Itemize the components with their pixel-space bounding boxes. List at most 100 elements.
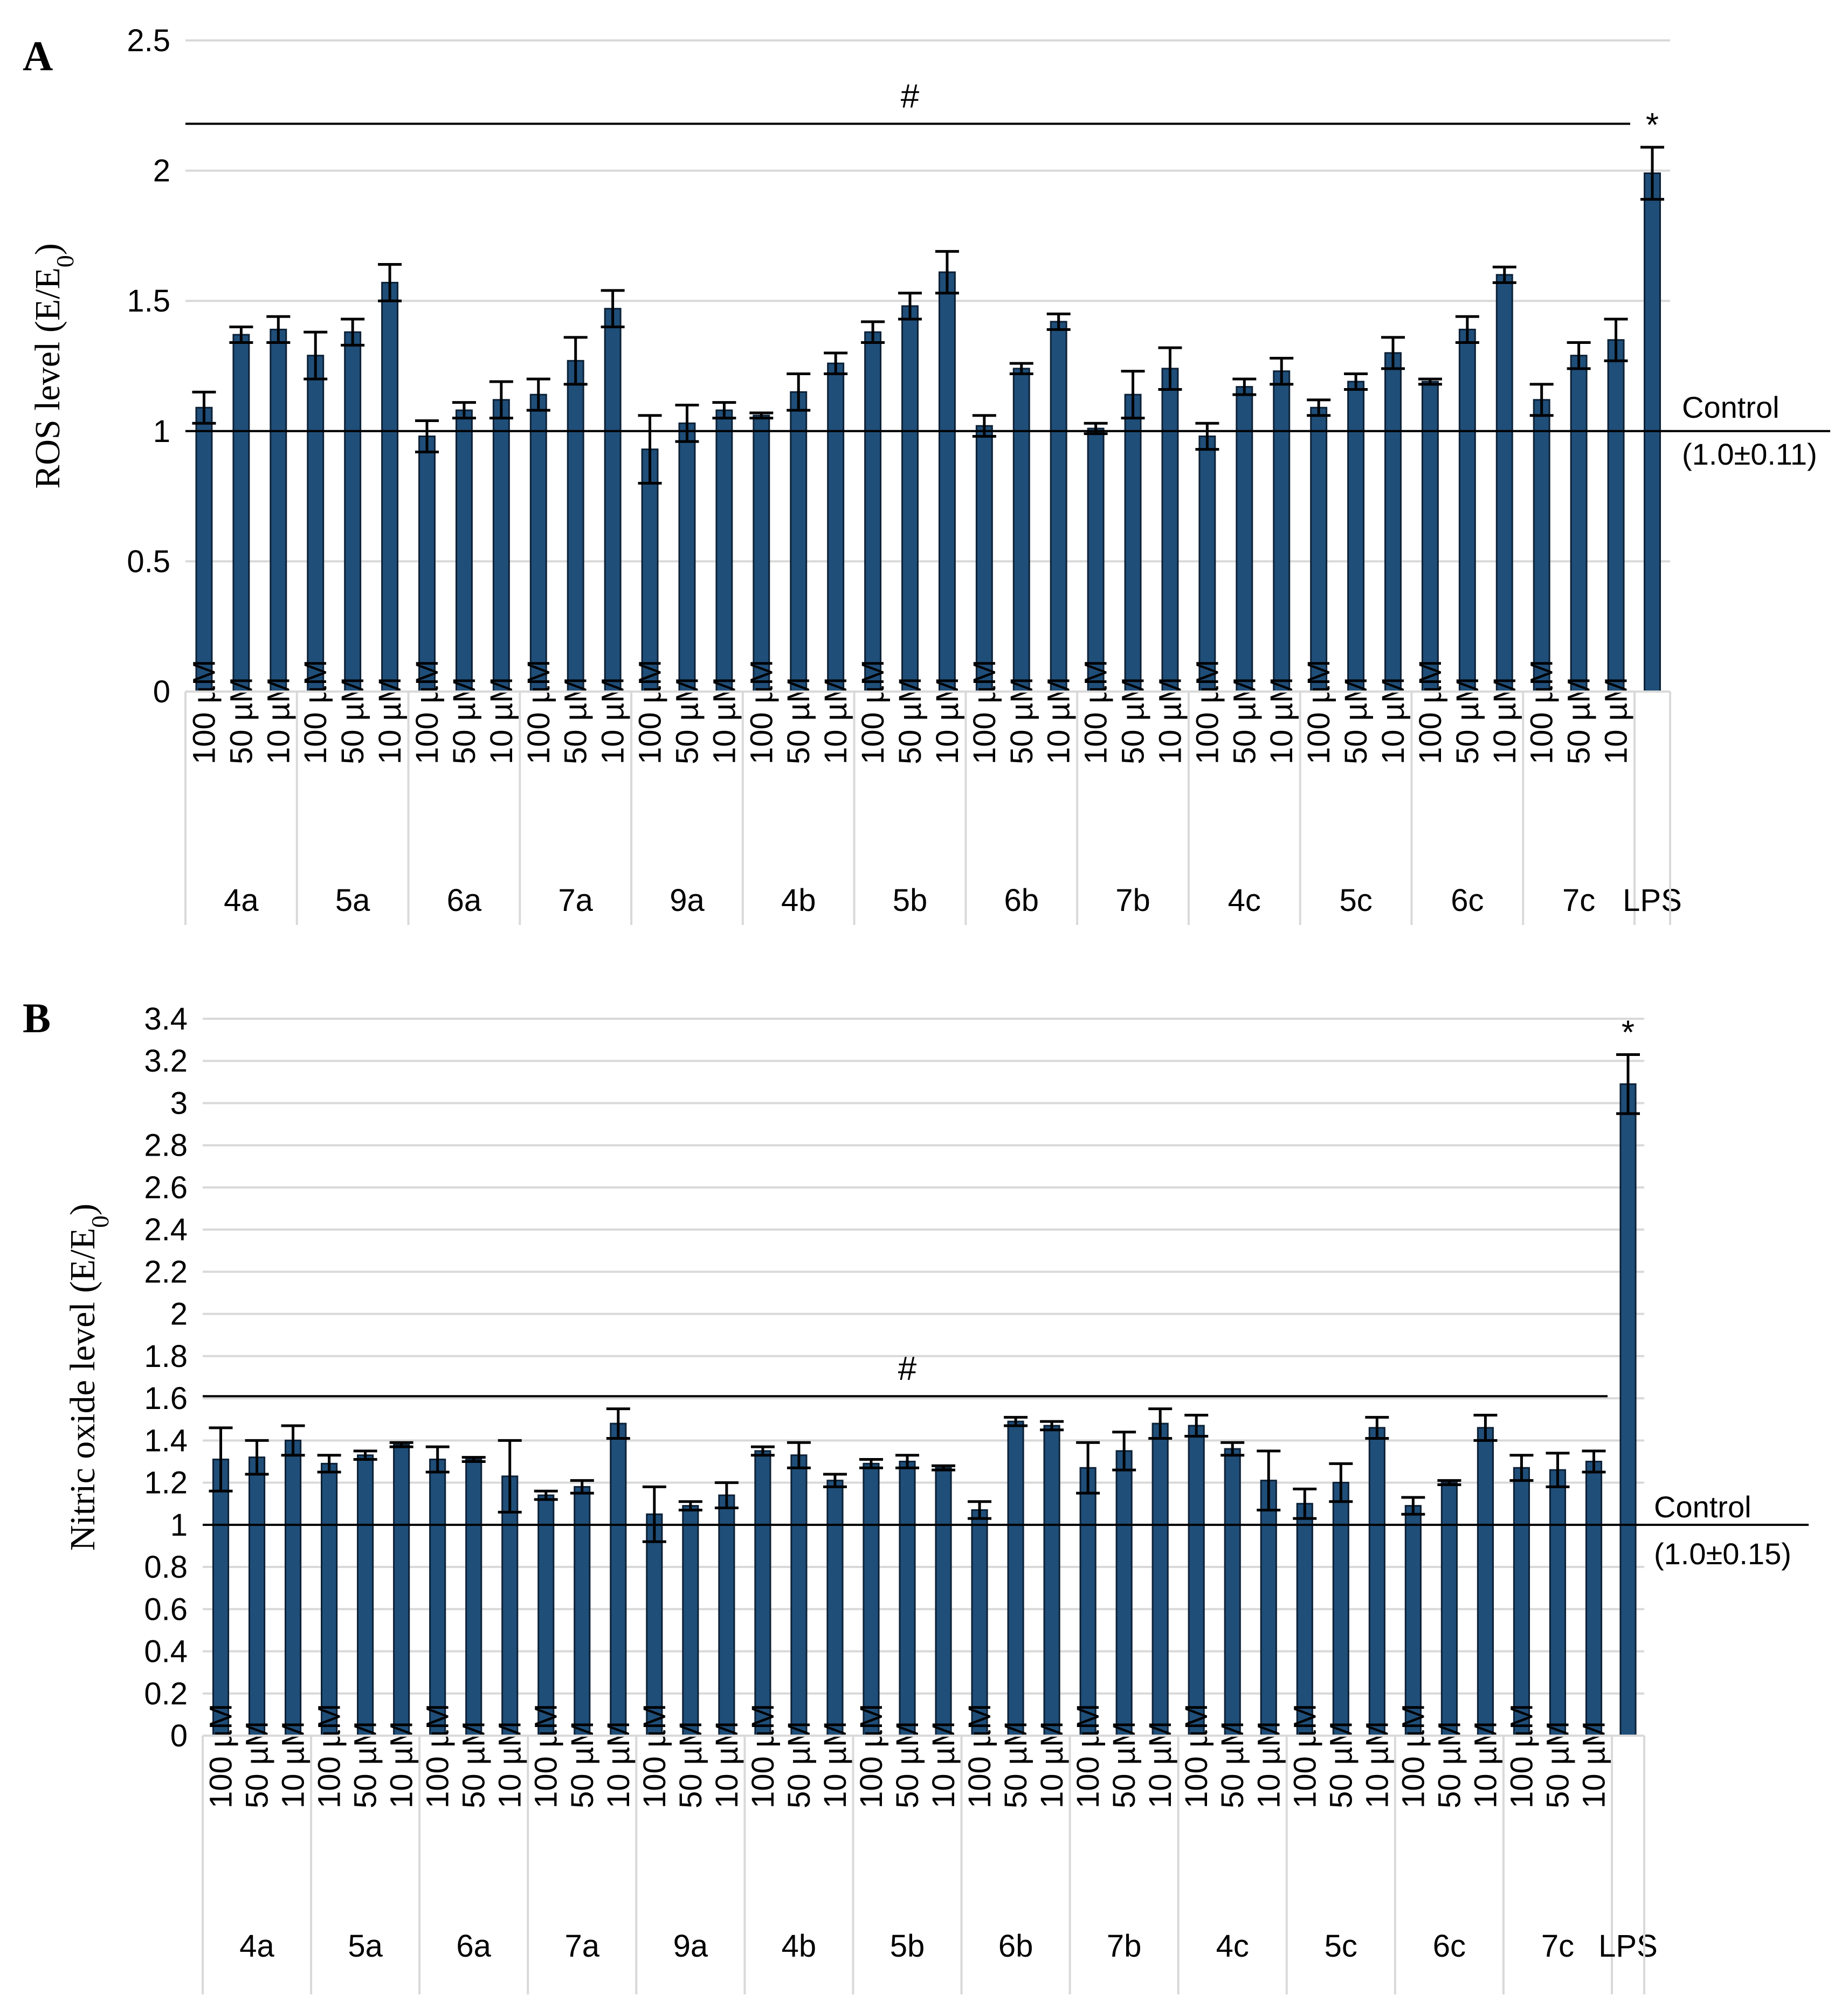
bar — [682, 1505, 699, 1737]
y-axis-label: Nitric oxide level (E/E0) — [63, 1204, 114, 1551]
group-label: 6c — [1433, 1929, 1466, 1964]
concentration-label: 10 µM — [1576, 1721, 1611, 1808]
concentration-label: 50 µM — [893, 677, 928, 764]
bar — [1012, 368, 1030, 693]
concentration-label: 10 µM — [1360, 1721, 1395, 1808]
bar — [574, 1486, 591, 1737]
bar — [1332, 1482, 1349, 1737]
hash-mark: # — [901, 78, 920, 115]
bar — [307, 355, 325, 693]
concentration-label: 100 µM — [1179, 1703, 1214, 1808]
concentration-label: 100 µM — [529, 1703, 564, 1808]
concentration-label: 100 µM — [1071, 1703, 1106, 1808]
bar — [753, 415, 770, 693]
bar — [418, 435, 436, 693]
concentration-label: 10 µM — [1143, 1721, 1178, 1808]
bar — [899, 1460, 916, 1737]
bar — [718, 1494, 735, 1737]
group-label: 9a — [670, 883, 705, 918]
bar — [1570, 355, 1588, 693]
bar — [455, 409, 473, 693]
concentration-label: 10 µM — [1468, 1721, 1503, 1808]
bar — [790, 391, 808, 693]
y-tick-label: 2 — [153, 154, 170, 189]
bar — [270, 328, 287, 693]
bar — [248, 1456, 266, 1737]
bar — [1260, 1480, 1277, 1737]
control-value: (1.0±0.11) — [1682, 437, 1817, 471]
bar — [393, 1444, 410, 1737]
concentration-label: 100 µM — [637, 1703, 672, 1808]
concentration-label: 10 µM — [1153, 677, 1188, 764]
bar — [754, 1450, 771, 1737]
bar — [610, 1422, 627, 1737]
bar — [1050, 321, 1067, 693]
concentration-label: 50 µM — [890, 1721, 925, 1808]
y-tick-label: 3.2 — [144, 1044, 188, 1079]
y-axis-label-text: Nitric oxide level (E/E — [63, 1228, 102, 1551]
concentration-label: 100 µM — [1525, 659, 1560, 764]
concentration-label: 100 µM — [967, 659, 1002, 764]
bar — [1368, 1427, 1385, 1737]
bar — [975, 425, 993, 693]
group-label: 6a — [447, 883, 482, 918]
concentration-label: 50 µM — [1323, 1721, 1359, 1808]
concentration-label: 10 µM — [1251, 1721, 1286, 1808]
bar — [1087, 427, 1105, 693]
concentration-label: 100 µM — [854, 1703, 889, 1808]
concentration-label: 100 µM — [298, 659, 333, 764]
bar — [1043, 1425, 1060, 1737]
group-label: 7a — [565, 1929, 600, 1964]
y-tick-label: 2 — [170, 1297, 188, 1332]
concentration-label: 50 µM — [670, 677, 705, 764]
bar — [1079, 1467, 1097, 1737]
bar — [429, 1459, 446, 1737]
y-axis-label-subscript: 0 — [51, 255, 79, 267]
concentration-label: 50 µM — [1215, 1721, 1250, 1808]
y-tick-label: 2.6 — [144, 1170, 188, 1205]
group-label: 4a — [224, 883, 259, 918]
bar — [1198, 435, 1216, 693]
chart-panel-b: 0 0.2 0.4 0.6 0.8 1 1.2 1.4 1.6 1.8 2 2.2 2.4 2.6 2.8 3… — [23, 994, 1809, 1994]
concentration-label: 10 µM — [1599, 677, 1634, 764]
bar — [1224, 1448, 1241, 1737]
bar — [1458, 328, 1476, 693]
bar — [1477, 1427, 1494, 1737]
y-tick-label: 3 — [170, 1086, 188, 1121]
concentration-label: 50 µM — [1432, 1721, 1467, 1808]
bar — [492, 399, 510, 693]
concentration-label: 50 µM — [1540, 1721, 1575, 1808]
bar — [1161, 368, 1179, 693]
bar — [1585, 1460, 1603, 1737]
bar — [1296, 1503, 1313, 1737]
concentration-label: 100 µM — [1287, 1703, 1322, 1808]
y-tick-label: 0 — [170, 1718, 188, 1753]
concentration-label: 10 µM — [276, 1721, 311, 1808]
concentration-label: 50 µM — [1107, 1721, 1142, 1808]
concentration-label: 10 µM — [261, 677, 296, 764]
concentration-label: 50 µM — [447, 677, 482, 764]
group-label: 5a — [348, 1929, 383, 1964]
concentration-label: 10 µM — [926, 1721, 961, 1808]
concentration-label: 10 µM — [601, 1721, 636, 1808]
bar — [1347, 381, 1365, 693]
concentration-label: 100 µM — [312, 1703, 347, 1808]
bar — [1644, 172, 1661, 693]
concentration-label: 50 µM — [335, 677, 370, 764]
bar — [901, 305, 919, 693]
concentration-label: 100 µM — [856, 659, 891, 764]
y-tick-label: 0.4 — [144, 1634, 188, 1669]
concentration-label: 50 µM — [1004, 677, 1039, 764]
bar — [1404, 1505, 1422, 1737]
group-label: 5b — [890, 1929, 925, 1964]
group-label: 7b — [1115, 883, 1150, 918]
y-tick-label: 2.2 — [144, 1254, 188, 1289]
y-tick-label: 1.4 — [144, 1423, 188, 1458]
y-tick-label: 0.2 — [144, 1676, 188, 1711]
bar — [1619, 1083, 1637, 1737]
y-tick-label: 1 — [153, 414, 170, 449]
concentration-label: 10 µM — [709, 1721, 744, 1808]
control-label: Control — [1682, 390, 1780, 424]
bar — [1124, 393, 1142, 693]
